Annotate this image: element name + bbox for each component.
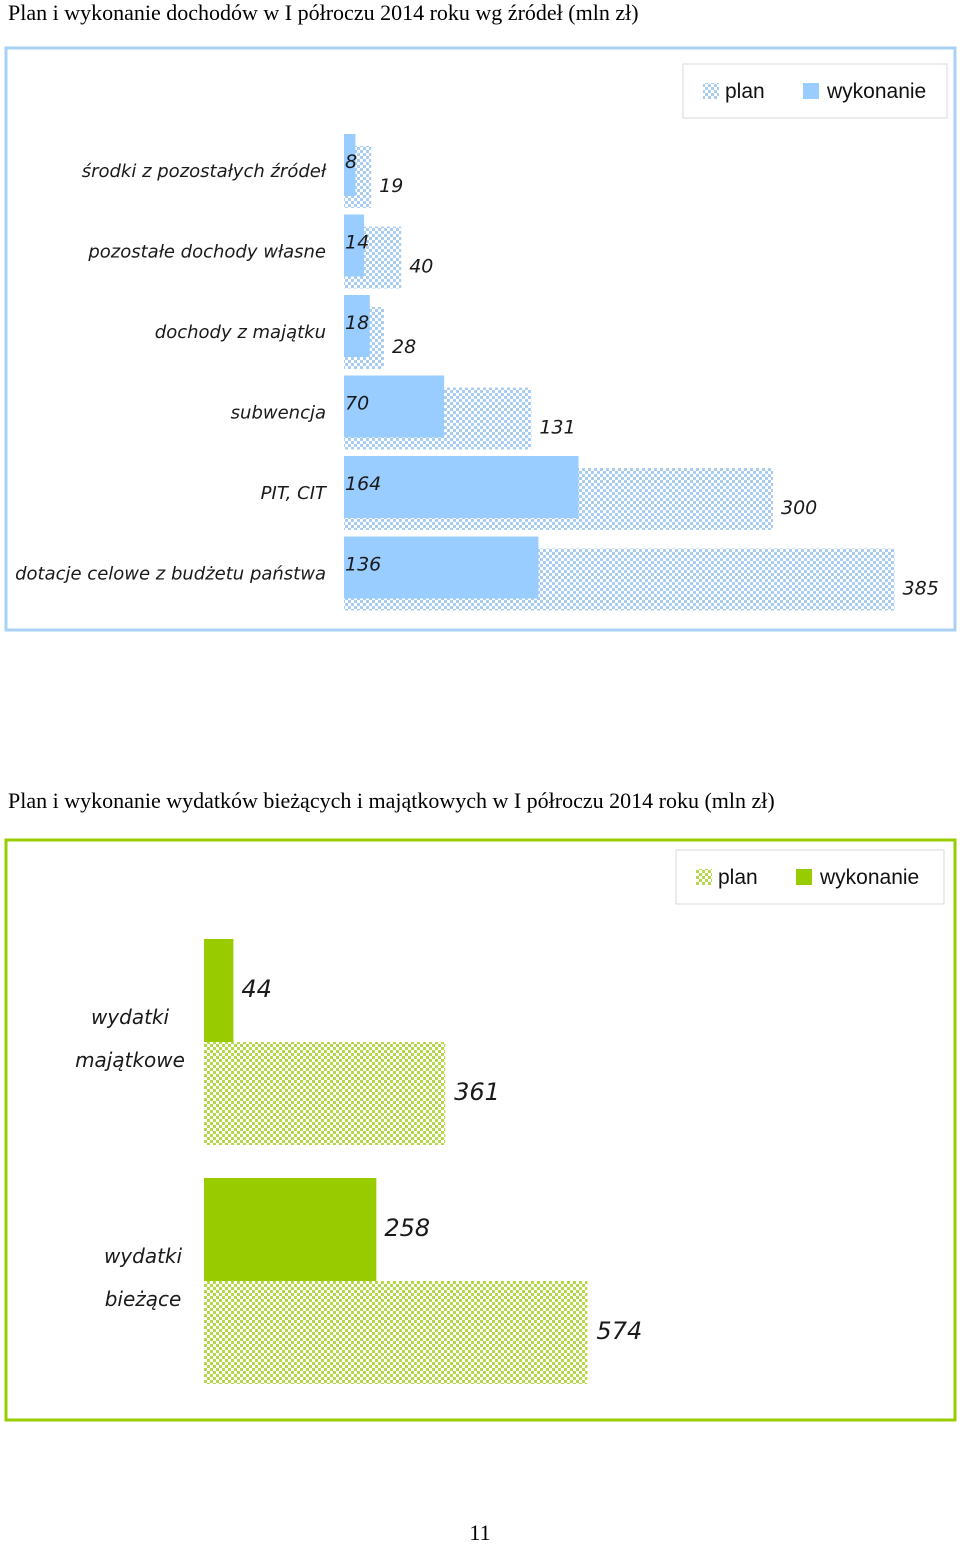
chart2-legend: plan wykonanie: [675, 849, 945, 905]
chart2-expenses: plan wykonanie wydatki majątkowe 44 361 wydatk…: [4, 838, 957, 1422]
chart1-bar-wykonanie: [344, 536, 539, 599]
chart1-value-label-plan: 385: [903, 578, 939, 600]
chart1-legend-label-plan: plan: [725, 80, 765, 103]
chart2-legend-label-plan: plan: [718, 866, 758, 889]
chart1-value-label-wykonanie: 8: [345, 151, 357, 173]
chart1-category-label: dotacje celowe z budżetu państwa: [15, 564, 326, 585]
chart2-title: Plan i wykonanie wydatków bieżących i ma…: [8, 788, 775, 813]
chart2-value-label-wykonanie: 44: [241, 975, 272, 1003]
chart1-value-label-wykonanie: 18: [345, 312, 369, 334]
chart1-frame: [4, 46, 957, 632]
chart1-category-label: subwencja: [231, 403, 326, 424]
chart1-bar-wykonanie: [344, 456, 579, 518]
chart2-category-label: wydatki: [104, 1244, 183, 1268]
chart1-legend-swatch-wykonanie: [803, 83, 819, 99]
chart1-category-label: pozostałe dochody własne: [87, 242, 326, 263]
chart2-category-label: wydatki: [91, 1005, 170, 1029]
page-number: 11: [469, 1520, 491, 1545]
chart1-legend: plan wykonanie: [682, 63, 948, 119]
chart2-category-label: majątkowe: [75, 1048, 185, 1072]
chart1-category-label: dochody z majątku: [155, 322, 326, 343]
chart2-legend-swatch-wykonanie: [796, 869, 812, 885]
chart1-value-label-plan: 300: [781, 497, 817, 519]
chart2-value-label-plan: 574: [596, 1317, 642, 1345]
chart2-bar-plan: [204, 1281, 588, 1384]
chart1-value-label-wykonanie: 14: [345, 232, 369, 254]
chart1-category-label: środki z pozostałych źródeł: [82, 161, 327, 182]
chart2-frame: [4, 838, 957, 1422]
chart1-title: Plan i wykonanie dochodów w I półroczu 2…: [8, 0, 639, 25]
chart2-bar-plan: [204, 1042, 446, 1145]
chart1-value-label-wykonanie: 70: [345, 393, 369, 415]
chart1-bar-wykonanie: [344, 214, 365, 277]
chart1-value-label-plan: 28: [392, 336, 416, 358]
chart1-legend-swatch-plan: [703, 83, 719, 99]
chart1-legend-label-wykonanie: wykonanie: [826, 80, 926, 103]
chart2-bar-wykonanie: [204, 1178, 377, 1281]
chart1-bar-wykonanie: [344, 134, 356, 196]
chart2-legend-swatch-plan: [696, 869, 712, 885]
chart1-value-label-plan: 19: [379, 175, 403, 197]
chart2-legend-label-wykonanie: wykonanie: [819, 866, 919, 889]
chart2-category-label: bieżące: [105, 1287, 182, 1311]
chart1-bar-wykonanie: [344, 375, 445, 438]
chart1-income: plan wykonanie środki z pozostałych źródeł…: [4, 46, 957, 632]
chart1-value-label-plan: 131: [539, 417, 575, 439]
chart2-bar-wykonanie: [204, 939, 234, 1042]
chart2-value-label-plan: 361: [454, 1078, 500, 1106]
chart1-value-label-plan: 40: [409, 256, 433, 278]
chart1-bar-wykonanie: [344, 295, 370, 357]
chart1-category-label: PIT, CIT: [261, 483, 328, 504]
chart1-value-label-wykonanie: 164: [345, 473, 381, 495]
chart2-value-label-wykonanie: 258: [384, 1214, 430, 1242]
chart1-value-label-wykonanie: 136: [345, 554, 381, 576]
